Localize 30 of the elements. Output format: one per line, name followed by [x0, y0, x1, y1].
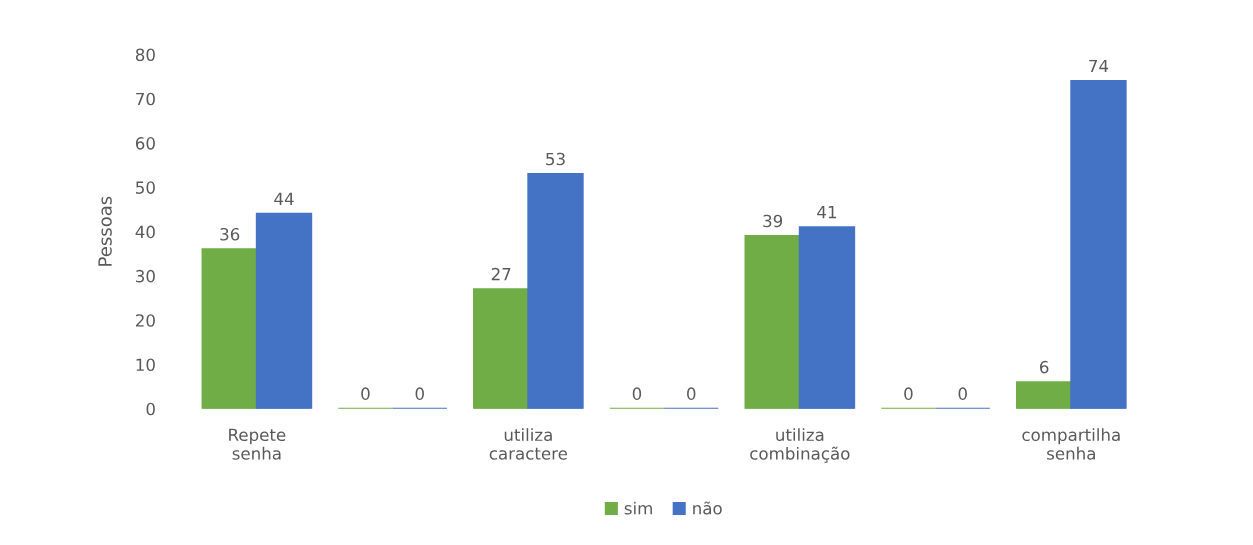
data-label: 0 — [958, 387, 967, 400]
y-tick-label: 40 — [135, 225, 155, 239]
data-label: 0 — [904, 387, 913, 400]
y-tick-label: 20 — [135, 314, 155, 327]
y-tick-label: 60 — [135, 137, 155, 150]
y-tick-label: 30 — [136, 269, 155, 283]
data-label: 6 — [1040, 360, 1049, 374]
data-label: 27 — [491, 267, 511, 281]
y-tick-label: 50 — [136, 181, 155, 194]
legend-label: sim — [624, 501, 652, 515]
y-tick-label: 70 — [136, 92, 155, 106]
legend-label: não — [693, 501, 722, 515]
data-label: 41 — [817, 206, 837, 219]
y-tick-label: 10 — [136, 358, 155, 372]
data-label: 53 — [546, 152, 565, 166]
y-tick-label: 0 — [146, 402, 155, 416]
data-label: 36 — [220, 227, 240, 241]
data-label: 0 — [687, 387, 696, 400]
y-tick-label: 80 — [135, 48, 155, 62]
data-label: 74 — [1089, 59, 1109, 73]
x-tick-label: compartilha senha — [1022, 428, 1120, 460]
y-axis-title: Pessoas — [98, 196, 112, 266]
x-tick-label: Repete senha — [229, 428, 286, 460]
data-label: 0 — [361, 387, 370, 400]
x-tick-label: utiliza combinação — [750, 428, 850, 463]
data-label: 0 — [415, 387, 424, 400]
data-label: 0 — [632, 387, 642, 400]
x-tick-label: utiliza caractere — [489, 428, 568, 460]
data-label: 39 — [763, 214, 783, 228]
data-label: 44 — [274, 192, 294, 205]
